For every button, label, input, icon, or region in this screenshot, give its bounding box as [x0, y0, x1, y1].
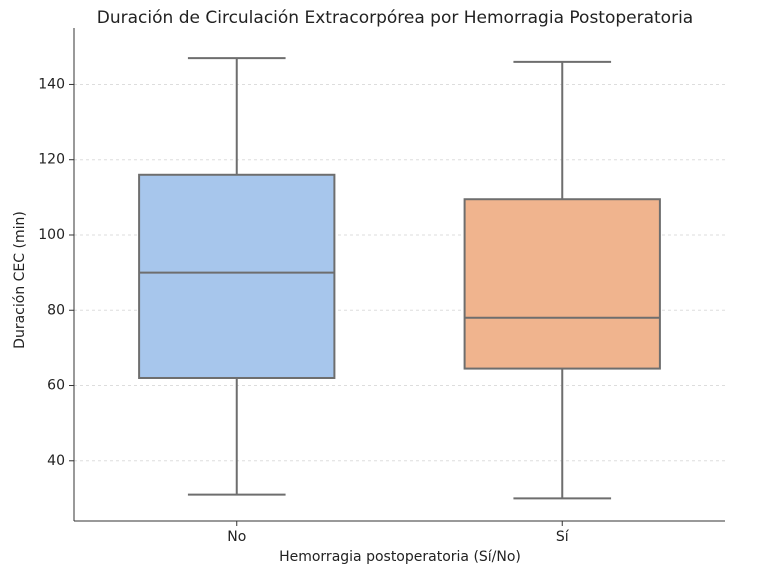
- y-tick-label: 80: [47, 302, 65, 318]
- x-tick-label: Sí: [556, 529, 570, 545]
- chart-title: Duración de Circulación Extracorpórea po…: [97, 8, 693, 28]
- box: [463, 198, 661, 370]
- y-axis-label: Duración CEC (min): [12, 211, 28, 349]
- x-axis-label: Hemorragia postoperatoria (Sí/No): [279, 549, 521, 565]
- y-tick-label: 140: [38, 76, 65, 92]
- y-tick-label: 100: [38, 227, 65, 243]
- y-tick-label: 40: [47, 453, 65, 469]
- y-tick-label: 120: [38, 152, 65, 168]
- x-tick-label: No: [227, 529, 246, 545]
- y-tick-label: 60: [47, 378, 65, 394]
- box: [138, 173, 336, 379]
